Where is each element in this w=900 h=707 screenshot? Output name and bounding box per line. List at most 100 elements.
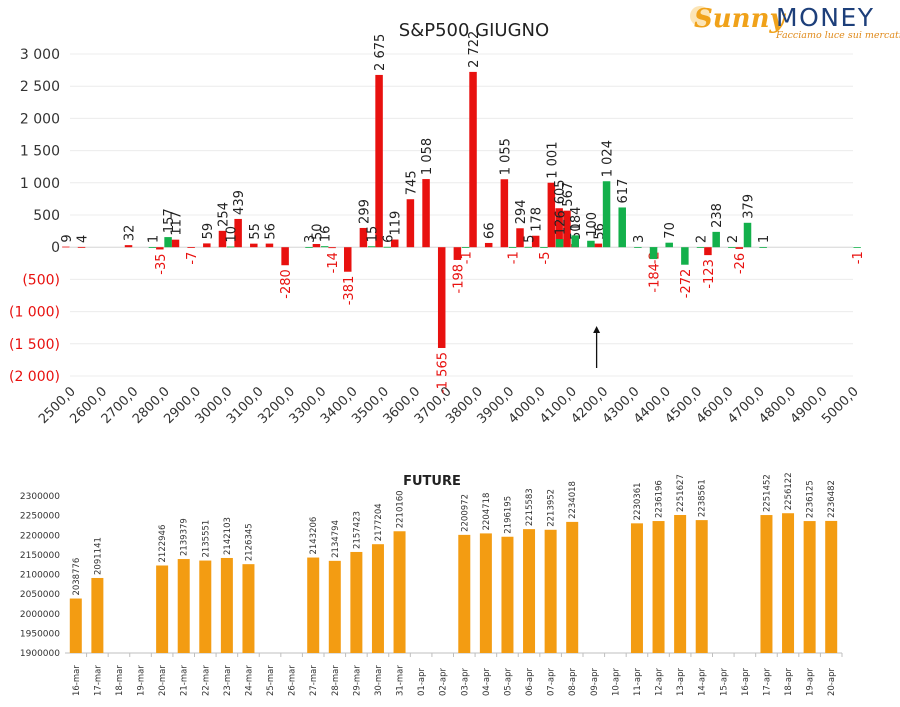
data-label: 32 bbox=[123, 225, 138, 242]
future-bar bbox=[242, 564, 255, 653]
bar bbox=[531, 235, 540, 248]
data-label: 5 bbox=[522, 235, 537, 243]
bar bbox=[681, 247, 689, 265]
future-x-tick-label: 26-mar bbox=[288, 665, 298, 696]
data-label: 56 bbox=[263, 223, 278, 240]
future-data-label: 2126345 bbox=[244, 523, 254, 561]
logo-money-text: MONEY bbox=[776, 3, 875, 32]
sunny-money-logo: Sunny MONEY Facciamo luce sui mercati bbox=[690, 3, 900, 42]
data-label: 2 675 bbox=[373, 34, 388, 71]
bar bbox=[704, 247, 712, 256]
future-y-tick-label: 2050000 bbox=[20, 590, 60, 600]
bar bbox=[328, 247, 336, 249]
data-label: -1 565 bbox=[436, 352, 451, 394]
future-data-label: 2236196 bbox=[655, 480, 665, 518]
bar bbox=[547, 182, 556, 248]
future-x-tick-label: 29-mar bbox=[352, 665, 362, 696]
bar bbox=[555, 208, 563, 248]
bar bbox=[312, 243, 321, 248]
bar bbox=[320, 246, 329, 248]
data-label: 178 bbox=[530, 207, 545, 232]
bar bbox=[696, 247, 705, 248]
data-label: 617 bbox=[616, 179, 631, 204]
data-label: 567 bbox=[561, 182, 576, 207]
data-label: 3 bbox=[303, 235, 318, 243]
bar bbox=[461, 247, 470, 248]
bar bbox=[367, 246, 376, 248]
future-x-tick-label: 17-apr bbox=[762, 668, 772, 696]
future-bar bbox=[328, 560, 341, 653]
data-label: 15 bbox=[366, 226, 381, 243]
future-bar bbox=[523, 529, 536, 653]
data-label: -272 bbox=[679, 269, 694, 299]
future-data-label: 2236482 bbox=[827, 480, 837, 518]
data-label: 745 bbox=[404, 170, 419, 195]
bar bbox=[383, 246, 392, 248]
bar bbox=[148, 247, 157, 248]
data-label: -198 bbox=[451, 264, 466, 294]
future-x-tick-label: 30-mar bbox=[374, 665, 384, 696]
bar bbox=[171, 239, 180, 248]
future-x-tick-label: 19-mar bbox=[137, 665, 147, 696]
future-data-label: 2142103 bbox=[223, 517, 233, 555]
future-data-label: 2134794 bbox=[331, 520, 341, 558]
bar bbox=[250, 243, 258, 248]
data-label: 1 001 bbox=[545, 142, 560, 179]
data-label: 55 bbox=[248, 223, 263, 240]
future-x-tick-label: 16-apr bbox=[741, 668, 751, 696]
bar bbox=[594, 243, 603, 248]
future-bar bbox=[69, 598, 82, 653]
data-label: 2 bbox=[726, 235, 741, 243]
future-bar bbox=[393, 531, 406, 653]
data-label: 6 bbox=[381, 235, 396, 243]
bar bbox=[77, 246, 86, 248]
future-data-label: 2177204 bbox=[374, 503, 384, 541]
future-x-tick-label: 18-apr bbox=[784, 668, 794, 696]
future-y-tick-label: 2200000 bbox=[20, 531, 60, 541]
future-data-label: 2236125 bbox=[806, 480, 816, 518]
future-data-label: 2238561 bbox=[698, 479, 708, 517]
future-x-tick-label: 25-mar bbox=[266, 665, 276, 696]
future-data-label: 2256122 bbox=[784, 472, 794, 510]
future-x-tick-label: 04-apr bbox=[482, 668, 492, 696]
future-data-label: 2230361 bbox=[633, 482, 643, 520]
data-label: 100 bbox=[585, 212, 600, 237]
data-label: -123 bbox=[702, 259, 717, 289]
data-label: 184 bbox=[569, 207, 584, 232]
bar bbox=[406, 199, 415, 248]
data-label: 439 bbox=[232, 190, 247, 215]
bar bbox=[587, 240, 595, 248]
data-label: -5 bbox=[538, 252, 553, 265]
bar bbox=[853, 247, 861, 248]
future-x-tick-label: 17-mar bbox=[93, 665, 103, 696]
future-x-tick-label: 09-apr bbox=[590, 668, 600, 696]
future-bar bbox=[544, 529, 557, 653]
future-x-tick-label: 03-apr bbox=[460, 668, 470, 696]
sun-icon bbox=[690, 6, 710, 26]
bar bbox=[187, 247, 195, 248]
bar bbox=[516, 228, 524, 248]
bar bbox=[500, 179, 509, 248]
future-x-tick-label: 24-mar bbox=[244, 665, 254, 696]
future-bar bbox=[566, 521, 579, 653]
bar bbox=[359, 227, 368, 248]
future-x-tick-label: 01-apr bbox=[417, 668, 427, 696]
future-x-tick-label: 21-mar bbox=[180, 665, 190, 696]
bar bbox=[665, 242, 673, 248]
bar bbox=[540, 247, 548, 248]
y-tick-label: 1 000 bbox=[20, 176, 60, 192]
data-label: 50 bbox=[310, 223, 325, 240]
bar bbox=[712, 231, 720, 248]
future-bar bbox=[674, 514, 687, 653]
data-label: 157 bbox=[162, 208, 177, 233]
data-label: -1 bbox=[460, 251, 475, 264]
bar bbox=[469, 71, 477, 248]
future-x-tick-label: 02-apr bbox=[439, 668, 449, 696]
future-x-tick-label: 12-apr bbox=[655, 668, 665, 696]
future-bar bbox=[825, 520, 838, 653]
future-bar bbox=[803, 521, 816, 653]
data-label: 1 bbox=[757, 235, 772, 243]
bar bbox=[226, 246, 235, 248]
chart-title: S&P500 GIUGNO bbox=[399, 20, 549, 41]
